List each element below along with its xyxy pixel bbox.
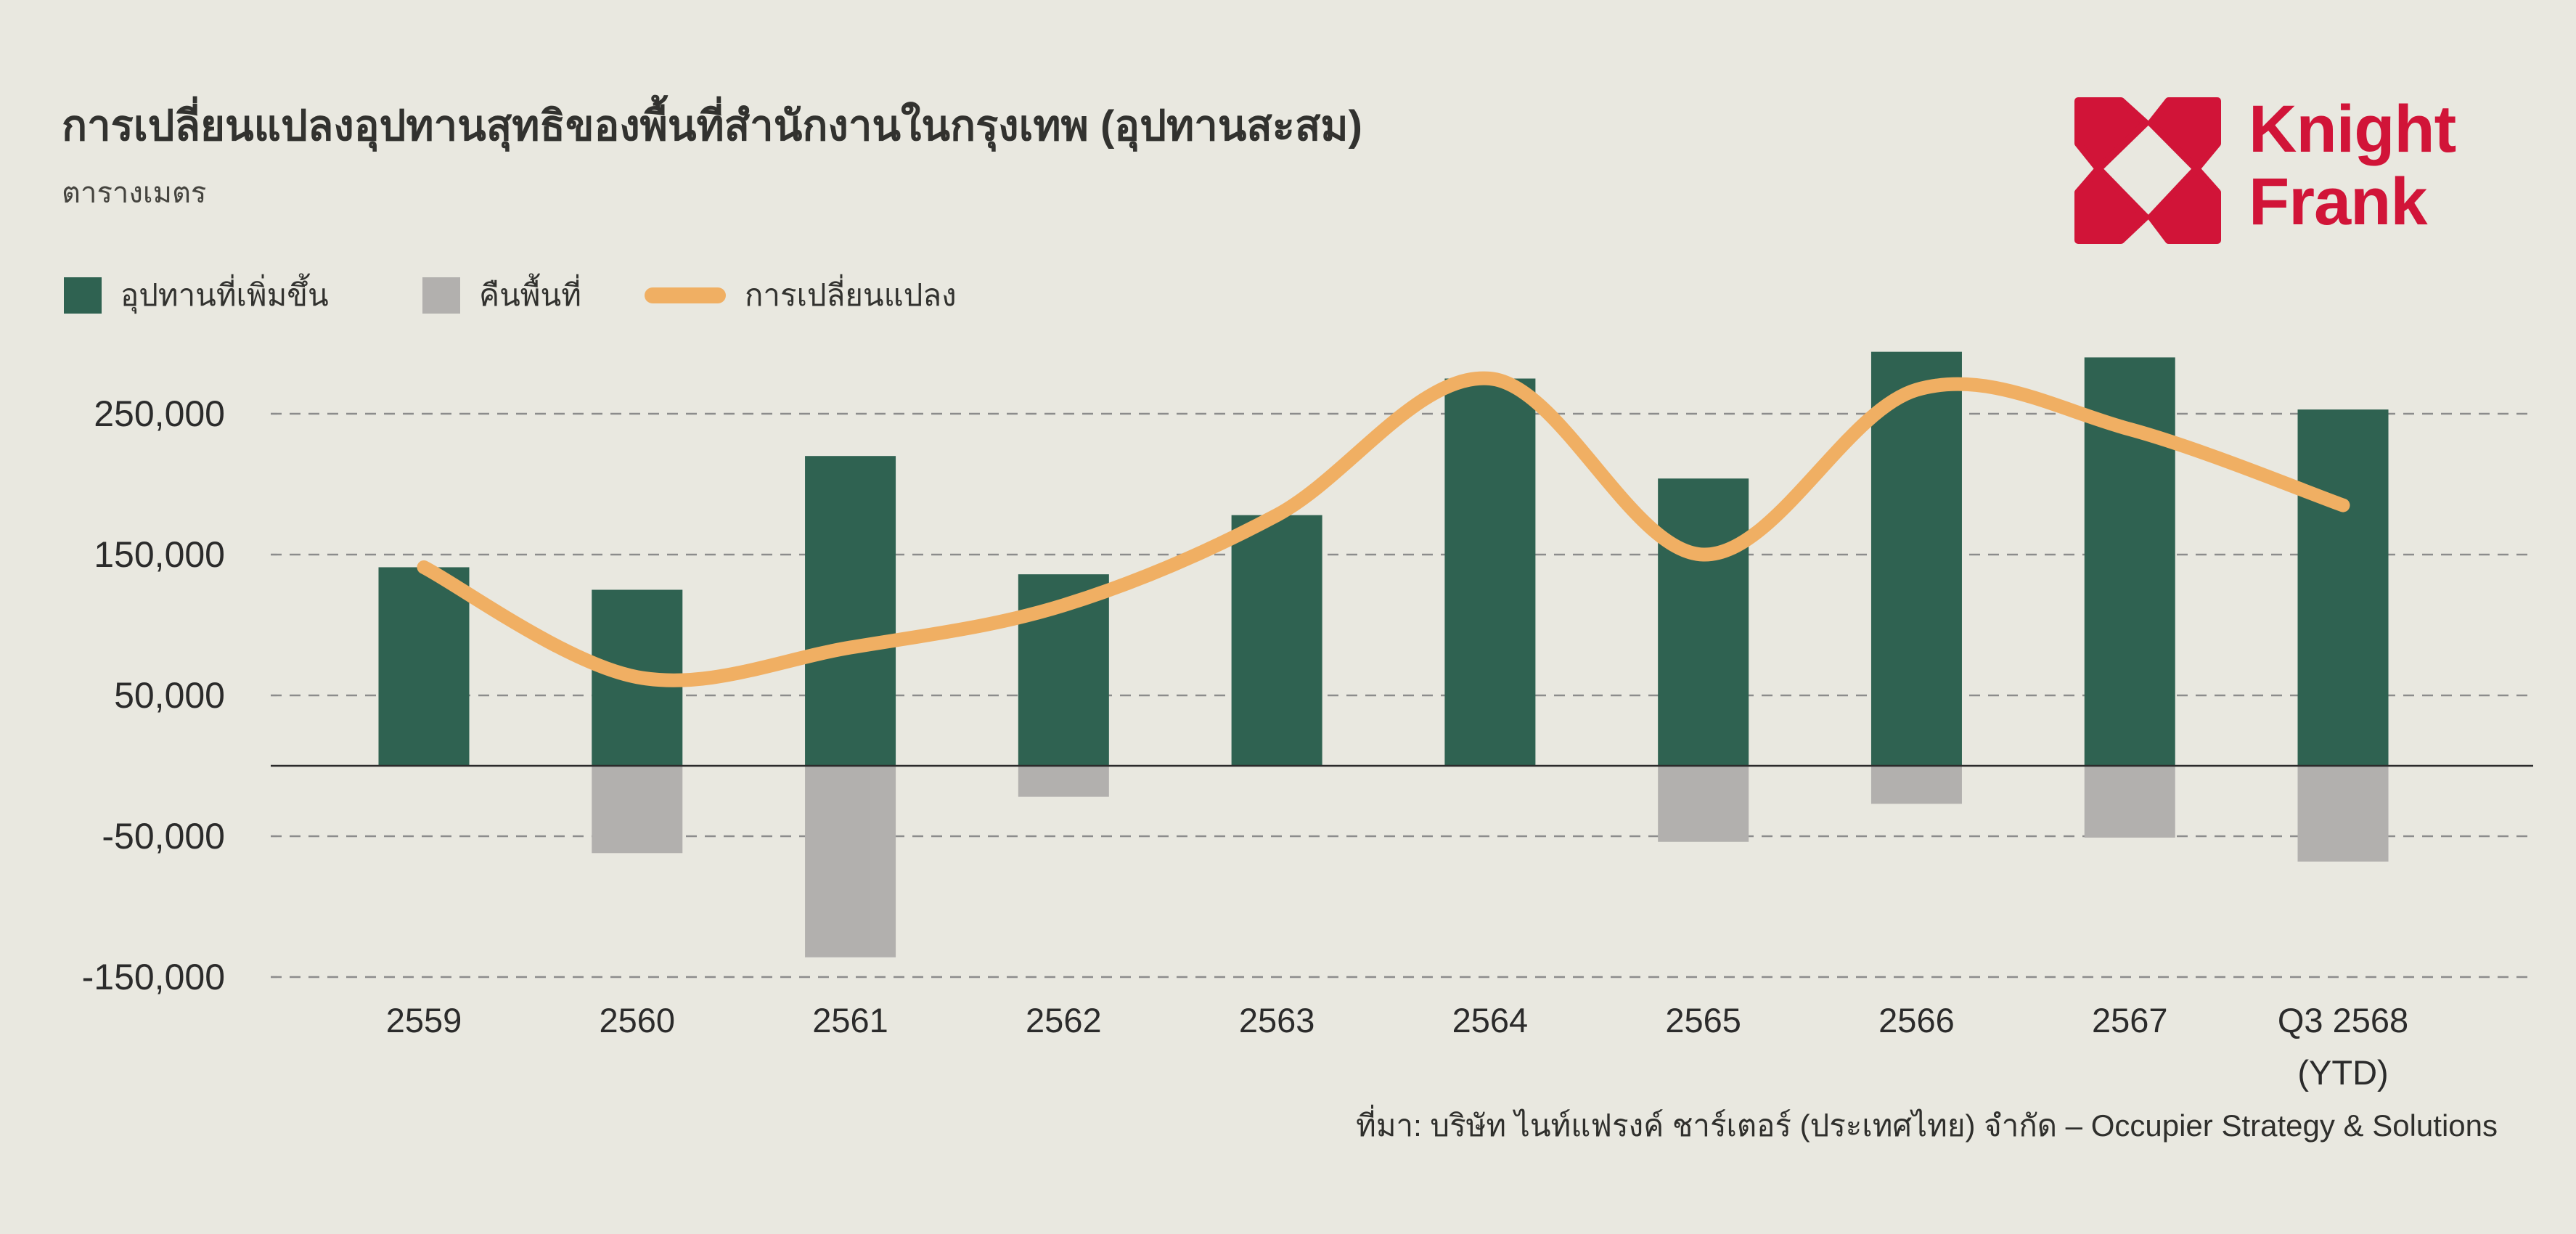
legend-item-returned-space: คืนพื้นที่ [422, 276, 581, 315]
svg-text:(YTD): (YTD) [2297, 1053, 2388, 1092]
legend-swatch-supply-added [64, 277, 102, 314]
knight-frank-logo: Knight Frank [2074, 93, 2456, 244]
svg-text:-150,000: -150,000 [82, 957, 225, 997]
svg-text:-50,000: -50,000 [102, 816, 225, 857]
svg-text:2567: 2567 [2092, 1001, 2168, 1039]
source-credit: ที่มา: บริษัท ไนท์แฟรงค์ ชาร์เตอร์ (ประเ… [1356, 1108, 2498, 1143]
legend-swatch-net-change-line [645, 287, 726, 303]
wordmark-line1: Knight [2249, 92, 2456, 166]
svg-text:2560: 2560 [599, 1001, 675, 1039]
svg-text:2565: 2565 [1665, 1001, 1741, 1039]
svg-text:Q3 2568: Q3 2568 [2278, 1001, 2408, 1039]
legend: อุปทานที่เพิ่มขึ้น คืนพื้นที่ การเปลี่ยน… [0, 276, 2576, 315]
legend-label: การเปลี่ยนแปลง [745, 278, 957, 312]
legend-label: อุปทานที่เพิ่มขึ้น [120, 278, 329, 312]
svg-text:2566: 2566 [1878, 1001, 1955, 1039]
svg-text:2559: 2559 [386, 1001, 462, 1039]
svg-text:50,000: 50,000 [114, 675, 225, 716]
legend-swatch-returned-space [422, 277, 460, 314]
svg-text:2564: 2564 [1452, 1001, 1529, 1039]
wordmark-line2: Frank [2249, 165, 2428, 239]
knight-frank-wordmark: Knight Frank [2249, 93, 2456, 238]
chart-title: การเปลี่ยนแปลงอุปทานสุทธิของพื้นที่สำนัก… [62, 102, 1362, 150]
legend-item-net-change: การเปลี่ยนแปลง [645, 276, 957, 315]
knight-frank-logo-mark-icon [2074, 97, 2221, 244]
svg-text:250,000: 250,000 [94, 393, 225, 434]
chart-subtitle: ตารางเมตร [62, 176, 207, 209]
svg-text:2561: 2561 [812, 1001, 888, 1039]
svg-text:150,000: 150,000 [94, 534, 225, 575]
chart-header: การเปลี่ยนแปลงอุปทานสุทธิของพื้นที่สำนัก… [62, 100, 1362, 216]
legend-label: คืนพื้นที่ [479, 278, 581, 312]
svg-text:2562: 2562 [1026, 1001, 1102, 1039]
legend-item-supply-added: อุปทานที่เพิ่มขึ้น [64, 276, 329, 315]
svg-text:2563: 2563 [1239, 1001, 1315, 1039]
